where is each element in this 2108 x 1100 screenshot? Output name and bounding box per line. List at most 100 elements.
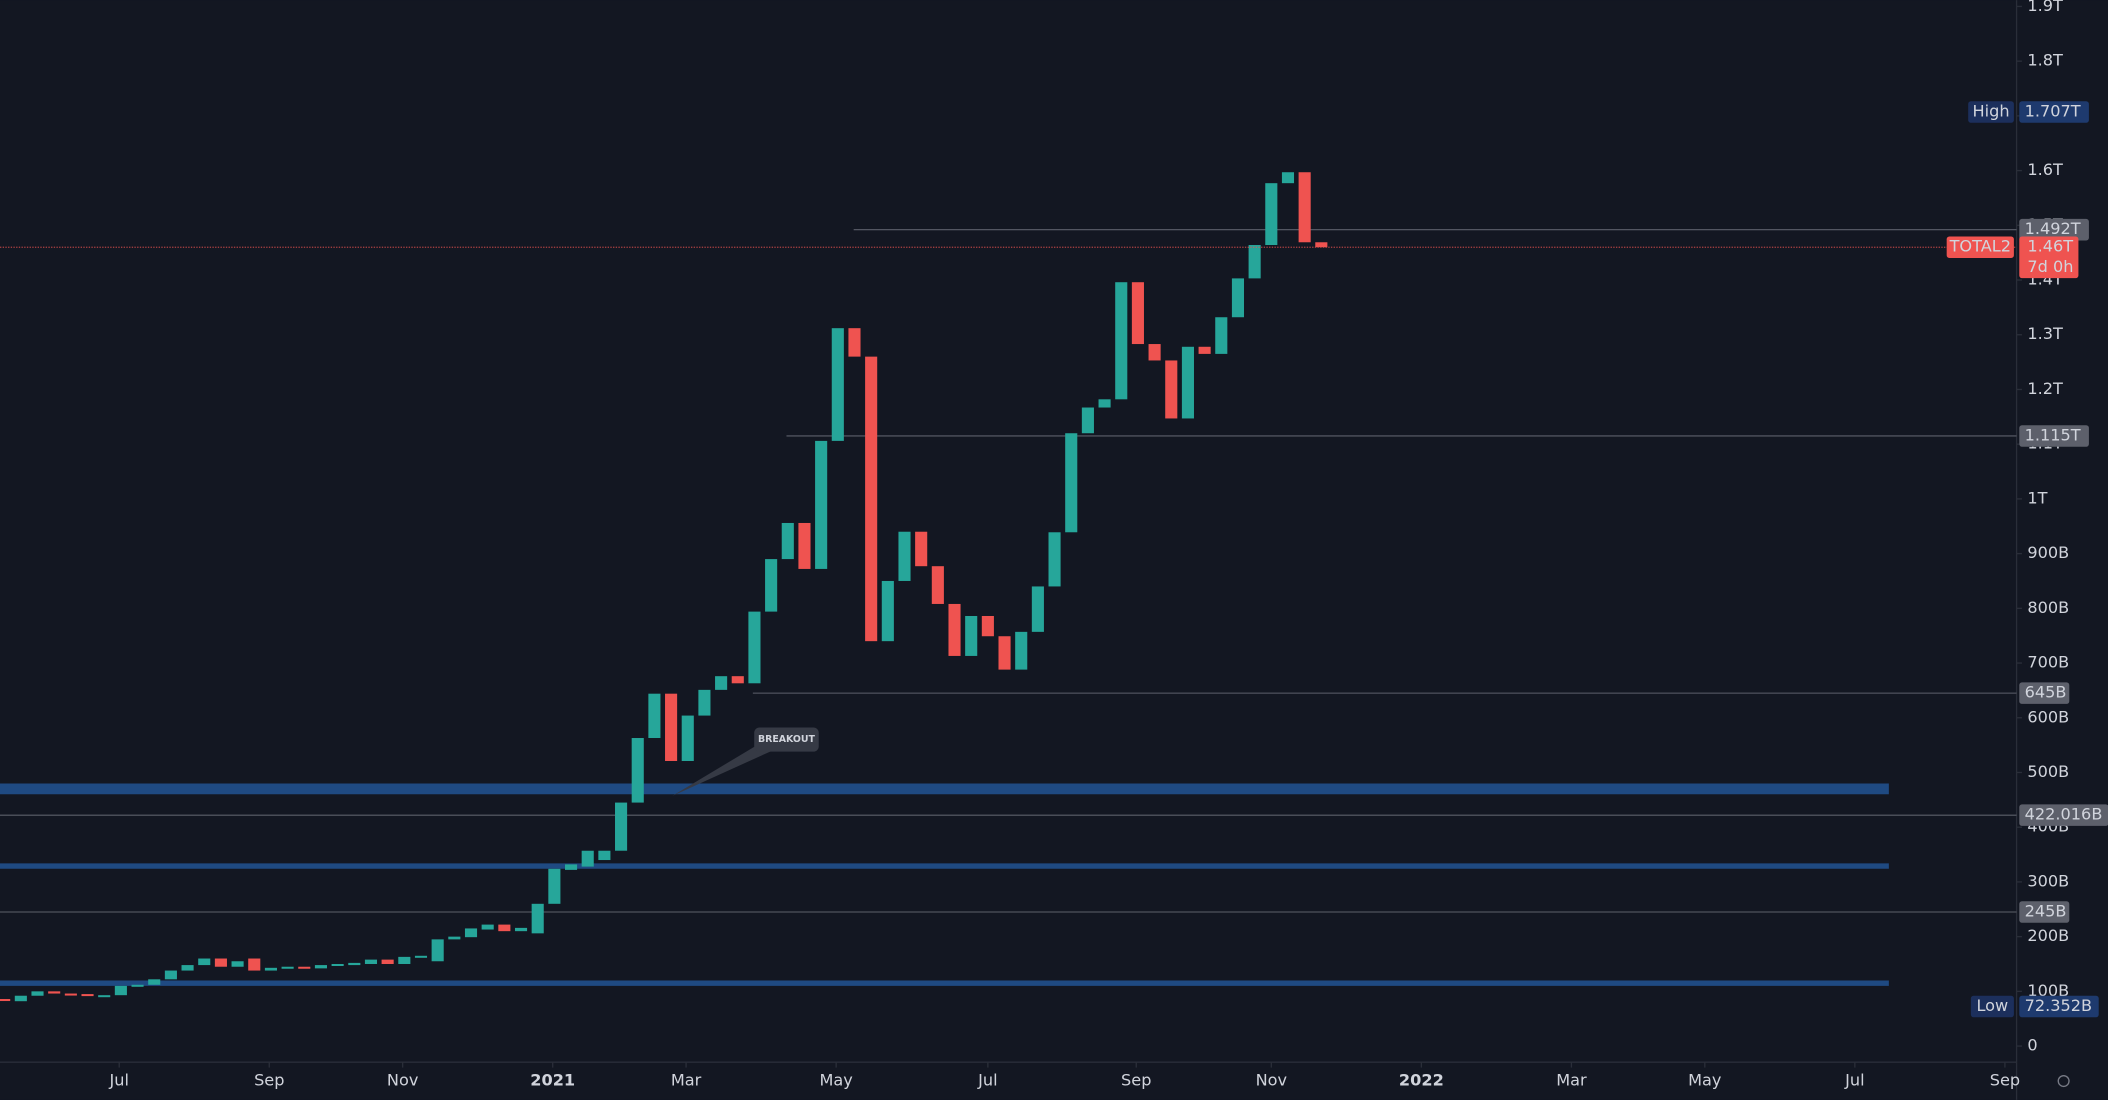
candle-body [0, 999, 11, 1002]
y-tick-label: 900B [2027, 543, 2069, 562]
candle-body [865, 356, 878, 642]
high-text-box [1968, 101, 2014, 123]
candle-body [381, 959, 394, 964]
candle-body [148, 979, 161, 985]
candle-body [1198, 346, 1211, 354]
candle-body [1115, 282, 1128, 400]
countdown-label: 7d 0h [2027, 257, 2073, 276]
candle-body [731, 676, 744, 684]
y-tick-label: 200B [2027, 926, 2069, 945]
plot-area [0, 172, 2017, 1002]
candle-body [848, 328, 861, 357]
candle-body [665, 693, 678, 761]
candle-body [615, 802, 628, 851]
candle-body [1015, 631, 1028, 670]
candle-body [248, 958, 261, 971]
candle-body [1098, 399, 1111, 408]
candle-body [1065, 433, 1078, 533]
x-tick-label: Sep [1121, 1071, 1151, 1090]
candle-body [681, 715, 694, 761]
x-tick-label: Jul [1844, 1071, 1864, 1090]
x-tick-label: Sep [254, 1071, 284, 1090]
candle-body [1215, 317, 1228, 354]
candle-body [64, 993, 77, 996]
x-tick-label: Jul [108, 1071, 128, 1090]
candle-body [314, 965, 328, 969]
candle-body [98, 995, 111, 998]
candle-body [815, 440, 828, 569]
candle-body [581, 850, 594, 867]
y-tick-label: 500B [2027, 762, 2069, 781]
candle-body [781, 522, 794, 560]
candle-body [1131, 282, 1144, 345]
candle-body [464, 928, 478, 938]
candle-body [164, 970, 177, 980]
candle-body [1031, 586, 1044, 632]
callout-box [754, 727, 819, 752]
candle-body [431, 939, 444, 962]
candle-body [514, 927, 528, 932]
candle-body [1081, 407, 1094, 434]
candle-body [48, 991, 61, 994]
high-text: High [1973, 102, 2010, 121]
candle-body [1315, 242, 1328, 248]
candle-body [364, 959, 378, 964]
candle-body [398, 956, 411, 964]
x-tick-label: Jul [977, 1071, 997, 1090]
candle-body [81, 994, 94, 997]
symbol-box [1946, 236, 2014, 258]
y-tick-label: 1.3T [2027, 324, 2063, 343]
candle-body [414, 955, 428, 958]
last-price-label: 1.46T [2027, 237, 2073, 256]
candle-body [831, 328, 844, 441]
candle-body [1181, 346, 1194, 419]
y-tick-label: 1.2T [2027, 379, 2063, 398]
candle-body [881, 580, 894, 642]
level-label-box [2019, 804, 2108, 826]
axis-layer: 0100B200B300B400B500B600B700B800B900B1T1… [108, 0, 2108, 1090]
low-value: 72.352B [2025, 996, 2092, 1015]
candle-body [898, 531, 911, 581]
level-label: 1.115T [2025, 425, 2081, 444]
callout-pointer [672, 743, 774, 797]
level-label-box [2019, 682, 2070, 704]
candle-body [564, 864, 578, 870]
candle-body [14, 995, 27, 1002]
x-tick-label: Mar [671, 1071, 702, 1090]
candle-body [181, 965, 194, 971]
level-label-box [2019, 218, 2089, 241]
candle-body [531, 903, 544, 934]
candle-body [1298, 172, 1311, 243]
candle-body [998, 636, 1011, 670]
candle-body [931, 566, 944, 604]
x-tick-label: Nov [387, 1071, 419, 1090]
candle-body [448, 936, 461, 940]
candle-body [1265, 183, 1278, 246]
candle-body [498, 924, 511, 932]
y-tick-label: 600B [2027, 707, 2069, 726]
candle-body [1148, 344, 1161, 361]
y-tick-label: 800B [2027, 598, 2069, 617]
level-label: 1.492T [2025, 219, 2081, 238]
x-tick-label: May [1688, 1071, 1722, 1090]
settings-icon[interactable] [2057, 1074, 2070, 1088]
high-value-box [2019, 101, 2089, 123]
candle-body [965, 615, 978, 656]
x-tick-label: 2021 [530, 1071, 575, 1090]
candle-body [31, 991, 44, 996]
candle-body [648, 693, 661, 739]
candle-body [114, 985, 127, 996]
y-tick-label: 300B [2027, 871, 2069, 890]
candle-body [231, 961, 244, 967]
level-label-box [2019, 425, 2089, 447]
x-tick-label: Nov [1256, 1071, 1288, 1090]
candle-body [1231, 278, 1245, 318]
candle-body [765, 559, 778, 612]
candle-body [1048, 532, 1061, 587]
candle-body [981, 615, 994, 637]
x-tick-label: May [819, 1071, 853, 1090]
x-tick-label: Mar [1556, 1071, 1587, 1090]
level-label: 645B [2025, 683, 2067, 702]
candle-body [798, 522, 811, 569]
